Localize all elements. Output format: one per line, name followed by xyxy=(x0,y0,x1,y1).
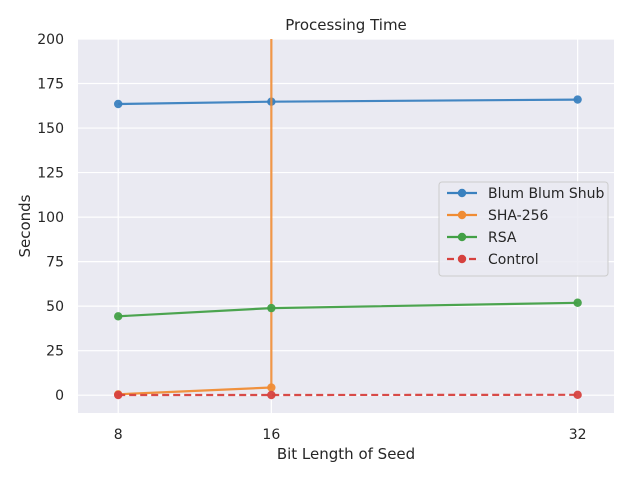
legend-label: Control xyxy=(488,252,539,268)
data-point xyxy=(573,390,582,400)
legend: Blum Blum Shub SHA-256 RSA Control xyxy=(438,181,609,277)
y-tick-label: 175 xyxy=(37,77,64,93)
data-point xyxy=(573,298,582,307)
y-axis-label: Seconds xyxy=(16,194,34,257)
y-tick-label: 25 xyxy=(46,344,64,360)
x-tick-label: 8 xyxy=(114,427,123,443)
series-line xyxy=(118,386,272,396)
legend-label: SHA-256 xyxy=(488,208,549,224)
y-tick-label: 0 xyxy=(55,388,64,404)
x-ticks: 8 16 32 xyxy=(114,427,587,443)
data-point xyxy=(267,383,276,392)
data-point xyxy=(114,312,123,321)
data-point xyxy=(267,303,276,313)
chart-title: Processing Time xyxy=(285,16,407,34)
series-2 xyxy=(114,298,582,321)
y-tick-label: 75 xyxy=(46,255,64,271)
series-3 xyxy=(114,390,582,400)
y-tick-label: 50 xyxy=(46,299,64,315)
y-ticks: 0 25 50 75 100 125 150 175 200 xyxy=(37,32,64,404)
legend-marker xyxy=(457,210,467,220)
x-axis-label: Bit Length of Seed xyxy=(277,445,415,463)
legend-marker xyxy=(457,254,467,264)
legend-box xyxy=(438,181,609,277)
legend-label: RSA xyxy=(488,230,517,246)
legend-marker xyxy=(457,232,467,242)
data-point xyxy=(573,95,582,104)
x-tick-label: 16 xyxy=(262,427,280,443)
y-tick-label: 150 xyxy=(37,121,64,137)
data-point xyxy=(267,390,276,400)
legend-label: Blum Blum Shub xyxy=(488,186,605,202)
data-point xyxy=(114,390,123,400)
x-tick-label: 32 xyxy=(569,427,587,443)
y-tick-label: 200 xyxy=(37,32,64,48)
y-tick-label: 100 xyxy=(37,210,64,226)
legend-marker xyxy=(457,188,467,198)
data-point xyxy=(114,99,123,109)
y-tick-label: 125 xyxy=(37,166,64,182)
series-layer xyxy=(114,39,582,400)
